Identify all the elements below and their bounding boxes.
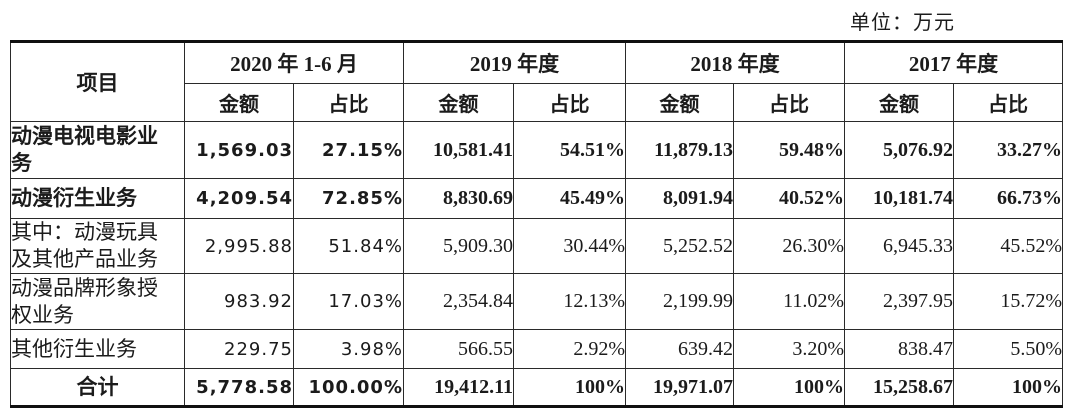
- ratio-header-2017: 占比: [953, 83, 1063, 122]
- table-row-animation-derivatives: 动漫衍生业务 4,209.54 72.85% 8,830.69 45.49% 8…: [10, 178, 1063, 219]
- row-label: 动漫品牌形象授 权业务: [10, 273, 185, 330]
- header-row-periods: 项目 2020 年 1-6 月 2019 年度 2018 年度 2017 年度: [10, 41, 1063, 122]
- cell-amount-2017: 6,945.33: [844, 218, 954, 274]
- cell-ratio-2018: 59.48%: [733, 121, 845, 179]
- cell-amount-2018: 19,971.07: [625, 368, 734, 407]
- cell-ratio-2017: 15.72%: [953, 273, 1063, 330]
- cell-ratio-2019: 54.51%: [513, 121, 626, 179]
- amount-header-2020: 金额: [184, 83, 294, 122]
- cell-ratio-2018: 3.20%: [733, 329, 845, 369]
- amount-header-2017: 金额: [844, 83, 954, 122]
- financial-table: 项目 2020 年 1-6 月 2019 年度 2018 年度 2017 年度 …: [10, 40, 1063, 408]
- cell-amount-2017: 2,397.95: [844, 273, 954, 330]
- table-row-other-derivatives: 其他衍生业务 229.75 3.98% 566.55 2.92% 639.42 …: [10, 329, 1063, 369]
- amount-header-2018: 金额: [625, 83, 734, 122]
- item-header: 项目: [10, 41, 185, 122]
- row-label: 其他衍生业务: [10, 329, 185, 369]
- cell-amount-2017: 15,258.67: [844, 368, 954, 407]
- table-row-toys-other-products: 其中：动漫玩具 及其他产品业务 2,995.88 51.84% 5,909.30…: [10, 218, 1063, 274]
- amount-header-2019: 金额: [403, 83, 514, 122]
- cell-amount-2019: 10,581.41: [403, 121, 514, 179]
- cell-ratio-2017: 66.73%: [953, 178, 1063, 219]
- cell-amount-2020: 229.75: [184, 329, 294, 369]
- cell-ratio-2018: 100%: [733, 368, 845, 407]
- cell-ratio-2020: 3.98%: [293, 329, 404, 369]
- cell-amount-2018: 8,091.94: [625, 178, 734, 219]
- cell-ratio-2020: 17.03%: [293, 273, 404, 330]
- cell-amount-2017: 5,076.92: [844, 121, 954, 179]
- cell-ratio-2020: 100.00%: [293, 368, 404, 407]
- cell-ratio-2020: 72.85%: [293, 178, 404, 219]
- cell-ratio-2018: 26.30%: [733, 218, 845, 274]
- period-header-2019: 2019 年度: [403, 41, 626, 84]
- period-header-2020: 2020 年 1-6 月: [184, 41, 404, 84]
- table-row-animation-tv-film: 动漫电视电影业 务 1,569.03 27.15% 10,581.41 54.5…: [10, 121, 1063, 179]
- row-label: 动漫电视电影业 务: [10, 121, 185, 179]
- table-row-brand-licensing: 动漫品牌形象授 权业务 983.92 17.03% 2,354.84 12.13…: [10, 273, 1063, 330]
- cell-ratio-2019: 30.44%: [513, 218, 626, 274]
- total-row-label: 合计: [10, 368, 185, 407]
- cell-ratio-2017: 100%: [953, 368, 1063, 407]
- cell-ratio-2018: 40.52%: [733, 178, 845, 219]
- ratio-header-2019: 占比: [513, 83, 626, 122]
- header-row-subcolumns: 金额 占比 金额 占比 金额 占比 金额 占比: [11, 83, 1063, 122]
- cell-amount-2017: 838.47: [844, 329, 954, 369]
- cell-ratio-2017: 5.50%: [953, 329, 1063, 369]
- cell-amount-2020: 5,778.58: [184, 368, 294, 407]
- cell-ratio-2020: 51.84%: [293, 218, 404, 274]
- period-header-2017: 2017 年度: [844, 41, 1063, 84]
- cell-ratio-2019: 2.92%: [513, 329, 626, 369]
- ratio-header-2018: 占比: [733, 83, 845, 122]
- cell-amount-2019: 566.55: [403, 329, 514, 369]
- cell-amount-2020: 2,995.88: [184, 218, 294, 274]
- cell-ratio-2019: 12.13%: [513, 273, 626, 330]
- row-label: 动漫衍生业务: [10, 178, 185, 219]
- cell-amount-2019: 19,412.11: [403, 368, 514, 407]
- cell-amount-2020: 4,209.54: [184, 178, 294, 219]
- cell-amount-2019: 2,354.84: [403, 273, 514, 330]
- period-header-2018: 2018 年度: [625, 41, 845, 84]
- cell-ratio-2019: 45.49%: [513, 178, 626, 219]
- ratio-header-2020: 占比: [293, 83, 404, 122]
- cell-amount-2018: 2,199.99: [625, 273, 734, 330]
- cell-ratio-2019: 100%: [513, 368, 626, 407]
- cell-ratio-2017: 45.52%: [953, 218, 1063, 274]
- cell-amount-2018: 11,879.13: [625, 121, 734, 179]
- cell-amount-2019: 5,909.30: [403, 218, 514, 274]
- row-label: 其中：动漫玩具 及其他产品业务: [10, 218, 185, 274]
- cell-ratio-2017: 33.27%: [953, 121, 1063, 179]
- cell-ratio-2020: 27.15%: [293, 121, 404, 179]
- cell-ratio-2018: 11.02%: [733, 273, 845, 330]
- cell-amount-2020: 983.92: [184, 273, 294, 330]
- table-row-total: 合计 5,778.58 100.00% 19,412.11 100% 19,97…: [10, 368, 1063, 407]
- cell-amount-2018: 5,252.52: [625, 218, 734, 274]
- unit-label: 单位：万元: [850, 12, 955, 34]
- cell-amount-2019: 8,830.69: [403, 178, 514, 219]
- cell-amount-2020: 1,569.03: [184, 121, 294, 179]
- cell-amount-2017: 10,181.74: [844, 178, 954, 219]
- cell-amount-2018: 639.42: [625, 329, 734, 369]
